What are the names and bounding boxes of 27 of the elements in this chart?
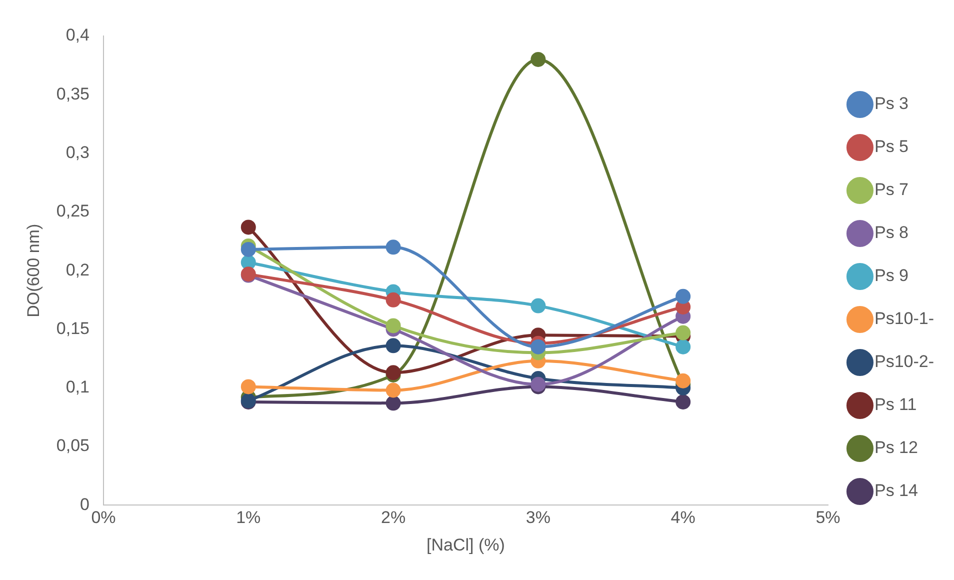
legend-label: Ps 8	[874, 223, 909, 242]
legend-label: Ps10-2-	[874, 352, 934, 372]
x-tick-label: 4%	[670, 508, 696, 528]
legend-label: Ps 7	[874, 180, 909, 200]
x-tick-label: 0%	[91, 508, 116, 528]
y-tick-label: 0,3	[66, 142, 90, 162]
y-tick-label: 0,15	[56, 318, 90, 338]
legend-label: Ps 12	[874, 438, 918, 458]
y-tick-label: 0,35	[56, 84, 90, 104]
y-tick-label: 0,05	[56, 436, 90, 456]
y-axis-title: DO(600 nm)	[24, 224, 43, 318]
y-tick-label: 0,25	[56, 202, 90, 221]
x-tick-label: 5%	[816, 508, 840, 528]
legend-label: Ps 11	[874, 395, 917, 414]
x-tick-label: 1%	[236, 508, 261, 528]
y-tick-label: 0,2	[66, 260, 90, 280]
legend-label: Ps 3	[874, 94, 909, 114]
x-tick-label: 3%	[526, 508, 550, 528]
x-axis-title: [NaCl] (%)	[426, 535, 505, 554]
legend-label: Ps10-1-	[874, 309, 934, 328]
legend-label: Ps 9	[874, 266, 909, 286]
y-tick-label: 0,4	[66, 26, 90, 45]
y-tick-label: 0	[80, 494, 90, 514]
legend-label: Ps 14	[874, 481, 918, 500]
legend-label: Ps 5	[874, 137, 909, 156]
y-tick-label: 0,1	[66, 378, 90, 397]
x-tick-label: 2%	[380, 508, 406, 528]
